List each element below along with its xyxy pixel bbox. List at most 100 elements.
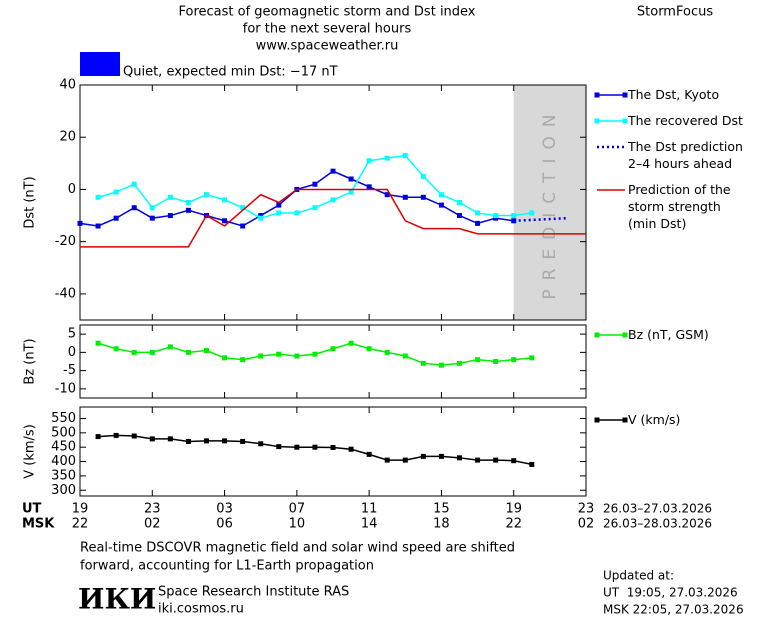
data-point (384, 155, 390, 161)
data-point (258, 215, 264, 221)
data-point (276, 444, 282, 450)
data-point (95, 340, 101, 346)
data-point (420, 453, 426, 459)
data-point (113, 215, 119, 221)
data-point (149, 205, 155, 211)
y-axis-label: Bz (nT) (23, 338, 38, 384)
note: Real-time DSCOVR magnetic field and sola… (80, 541, 515, 556)
x-tick-label-msk: 10 (289, 517, 306, 532)
y-axis-label: V (km/s) (23, 424, 38, 479)
data-point (222, 197, 228, 203)
data-point (312, 181, 318, 187)
y-tick-label: 0 (68, 345, 76, 360)
data-point (475, 357, 481, 363)
data-point (348, 446, 354, 452)
data-point (384, 192, 390, 198)
data-point (457, 360, 462, 366)
data-point (312, 205, 318, 211)
x-tick-label: 11 (361, 502, 378, 517)
y-tick-label: 300 (51, 483, 76, 498)
prediction-label: PREDICTION (540, 105, 560, 299)
x-tick-label: 03 (216, 502, 233, 517)
data-point (294, 353, 300, 359)
y-tick-label: 5 (68, 327, 76, 342)
data-point (294, 210, 300, 216)
data-point (366, 346, 372, 352)
data-point (222, 438, 228, 444)
data-point (149, 436, 155, 442)
website: www.spaceweather.ru (256, 39, 399, 54)
data-point (348, 340, 354, 346)
data-point (384, 457, 390, 463)
y-tick-label: 400 (51, 454, 76, 469)
data-point (167, 344, 173, 350)
x-tick-label-msk: 18 (433, 517, 450, 532)
data-point (77, 220, 83, 226)
data-point (402, 194, 408, 200)
data-point (167, 194, 173, 200)
data-point (384, 349, 390, 355)
legend-label: Prediction of the storm strength (min Ds… (628, 182, 731, 231)
data-point (131, 205, 137, 211)
legend-swatch-marker (622, 417, 628, 423)
data-point (457, 455, 462, 461)
data-point (113, 189, 119, 195)
msk-label: MSK (22, 517, 55, 532)
note: forward, accounting for L1-Earth propaga… (80, 559, 374, 574)
y-tick-label: -10 (55, 381, 76, 396)
data-point (95, 194, 101, 200)
plot-frame (79, 406, 587, 497)
institute: Space Research Institute RAS (158, 585, 349, 600)
data-point (312, 444, 318, 450)
data-point (438, 202, 444, 208)
x-tick-label: 19 (72, 502, 89, 517)
data-point (330, 197, 336, 203)
status-box (80, 52, 120, 76)
data-point (475, 210, 481, 216)
data-point (493, 213, 499, 219)
legend-swatch-marker (622, 92, 628, 98)
y-tick-label: 500 (51, 425, 76, 440)
data-point (185, 438, 191, 444)
data-point (258, 213, 264, 219)
x-tick-label: 23 (578, 502, 595, 517)
data-point (348, 189, 354, 195)
data-point (330, 444, 336, 450)
data-point (204, 348, 209, 354)
data-point (511, 357, 517, 363)
data-point (438, 192, 444, 198)
data-point (511, 213, 517, 219)
y-tick-label: -20 (55, 234, 76, 249)
legend-swatch-marker (594, 332, 600, 338)
data-point (366, 184, 372, 190)
data-point (276, 351, 282, 357)
data-point (420, 173, 426, 179)
data-point (276, 202, 282, 208)
data-point (185, 207, 191, 213)
data-point (475, 220, 481, 226)
data-point (167, 436, 173, 442)
x-tick-label-msk: 02 (578, 517, 595, 532)
x-tick-label: 19 (505, 502, 522, 517)
x-tick-label-msk: 02 (144, 517, 161, 532)
data-point (240, 438, 246, 444)
ut-range: 26.03–27.03.2026 (603, 502, 712, 516)
data-point (240, 223, 246, 229)
data-point (149, 215, 155, 221)
x-tick-label-msk: 06 (216, 517, 233, 532)
data-point (420, 194, 426, 200)
legend-swatch-marker (622, 118, 628, 124)
legend-label: The recovered Dst (628, 113, 743, 128)
plot-frame (79, 84, 587, 321)
data-point (276, 210, 282, 216)
data-point (95, 223, 101, 229)
data-point (113, 432, 119, 438)
series-line (80, 188, 586, 248)
data-point (240, 357, 246, 363)
data-point (149, 349, 155, 355)
data-point (240, 205, 246, 211)
legend-swatch-marker (594, 92, 600, 98)
x-tick-label: 23 (144, 502, 161, 517)
